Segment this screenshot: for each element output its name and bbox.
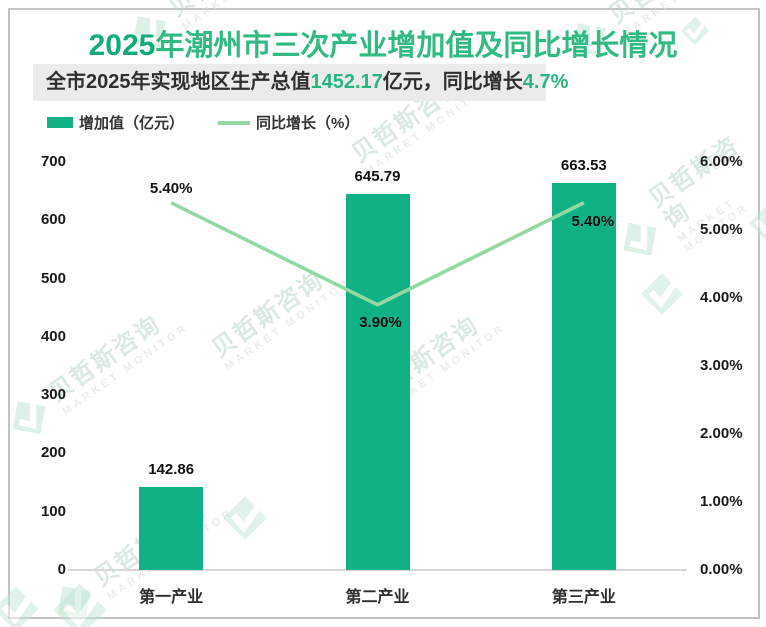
y-axis-right-tick: 6.00% <box>700 153 743 170</box>
bar-value-label: 663.53 <box>560 157 607 175</box>
subtitle-growth-value: 4.7% <box>522 71 569 93</box>
bar-value-label: 645.79 <box>354 167 401 185</box>
y-axis-right-tick: 4.00% <box>700 289 743 306</box>
subtitle-gdp-value: 1452.17 <box>310 71 383 93</box>
x-axis-category-label: 第二产业 <box>345 589 410 606</box>
bar-第三产业 <box>551 183 616 570</box>
line-value-label: 3.90% <box>359 313 402 331</box>
bar-第一产业 <box>139 486 204 570</box>
y-axis-left-tick: 400 <box>40 327 66 345</box>
legend-line-label: 同比增长（%） <box>256 115 360 132</box>
y-axis-left-tick: 500 <box>40 269 66 287</box>
chart-legend: 增加值（亿元） 同比增长（%） <box>47 112 359 133</box>
bar-第二产业 <box>345 193 410 570</box>
y-axis-right-tick: 5.00% <box>700 221 743 238</box>
y-axis-left-tick: 700 <box>40 153 66 170</box>
x-axis-category-label: 第三产业 <box>551 589 616 606</box>
y-axis-left-tick: 0 <box>57 561 66 578</box>
y-axis-left-tick: 200 <box>40 444 66 462</box>
y-axis-right-tick: 2.00% <box>700 425 743 442</box>
legend-line-swatch <box>218 120 251 125</box>
subtitle-text-1: 全市2025年实现地区生产总值 <box>46 71 311 93</box>
chart-subtitle: 全市2025年实现地区生产总值1452.17亿元，同比增长4.7% <box>33 64 568 101</box>
chart-title: 2025年潮州市三次产业增加值及同比增长情况 <box>0 22 766 64</box>
legend-bar-label: 增加值（亿元） <box>79 115 185 132</box>
subtitle-text-2: 亿元，同比增长 <box>382 71 523 93</box>
y-axis-left-tick: 600 <box>40 211 66 229</box>
legend-bar-swatch <box>47 117 73 128</box>
y-axis-right-tick: 3.00% <box>700 357 743 374</box>
y-axis-left-tick: 300 <box>40 386 66 404</box>
y-axis-right-tick: 0.00% <box>700 561 743 578</box>
line-value-label: 5.40% <box>149 179 193 197</box>
chart-frame-border <box>8 8 760 619</box>
x-axis-line <box>68 569 687 571</box>
line-value-label: 5.40% <box>571 212 615 230</box>
chart-title-text: 年潮州市三次产业增加值及同比增长情况 <box>155 30 678 62</box>
x-axis-category-label: 第一产业 <box>139 589 204 606</box>
y-axis-left-tick: 100 <box>40 502 66 520</box>
y-axis-right-tick: 1.00% <box>700 493 743 510</box>
bar-value-label: 142.86 <box>148 460 195 478</box>
chart-title-year: 2025 <box>88 29 156 62</box>
